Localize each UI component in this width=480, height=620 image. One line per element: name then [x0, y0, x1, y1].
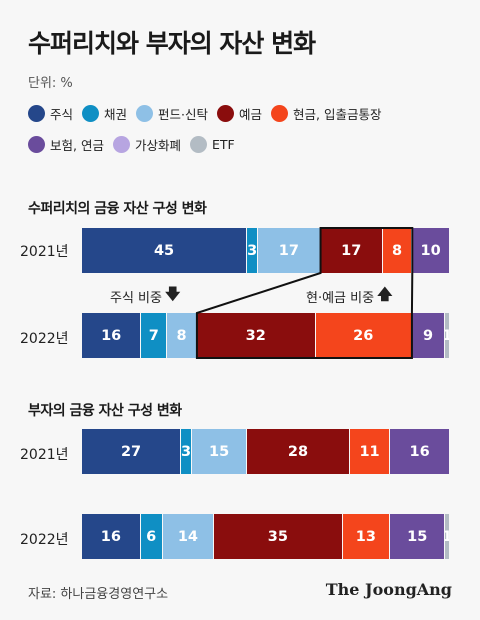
annotation-stock-text: 주식 비중: [110, 291, 162, 306]
legend-swatch: [271, 104, 289, 122]
legend-swatch: [112, 135, 130, 153]
legend-swatch: [189, 135, 207, 153]
legend-swatch: [28, 135, 45, 153]
bar-segment: 8: [382, 228, 413, 273]
legend-swatch: [136, 104, 154, 122]
bar-segment: 16: [82, 313, 142, 358]
legend-label: 채권: [104, 106, 128, 122]
bar-segment: 1: [445, 514, 449, 559]
legend-item-etf: ETF: [189, 135, 235, 153]
legend-label: 현금, 입출금통장: [293, 106, 382, 122]
bar-segment: 11: [349, 429, 391, 474]
bar-segment: 1: [445, 313, 449, 358]
arrow-up-icon: 🡅: [377, 285, 393, 303]
bar-segment: 15: [192, 429, 248, 474]
row-label-rich-2022: 2022년: [20, 532, 69, 548]
row-label-superrich-2022: 2022년: [20, 331, 69, 347]
legend: 주식 채권 펀드·신탁 예금 현금, 입출금통장 보험, 연금 가상화폐 ETF: [28, 102, 458, 164]
legend-label: 보험, 연금: [50, 137, 104, 153]
annotation-stock-share: 주식 비중 🡇: [110, 284, 180, 309]
bar-segment: 16: [82, 514, 141, 559]
legend-item-bond: 채권: [82, 104, 127, 123]
bar-segment: 13: [342, 514, 391, 559]
legend-label: 예금: [239, 106, 263, 122]
legend-label: 주식: [50, 106, 74, 122]
bar-segment: 17: [320, 228, 383, 273]
stacked-bar-rich-2022: 166143513151: [82, 514, 449, 559]
stacked-bar-superrich-2022: 1678322691: [82, 313, 449, 358]
bar-segment: 8: [167, 313, 197, 358]
bar-segment: 6: [140, 514, 163, 559]
legend-row-1: 주식 채권 펀드·신탁 예금 현금, 입출금통장: [28, 102, 458, 124]
section-title-rich: 부자의 금융 자산 구성 변화: [28, 403, 182, 419]
section-title-superrich: 수퍼리치의 금융 자산 구성 변화: [28, 201, 207, 217]
bar-segment: 32: [196, 313, 316, 358]
brand-logo: The JoongAng: [325, 580, 452, 599]
legend-item-cash: 현금, 입출금통장: [271, 104, 381, 123]
bar-segment: 27: [82, 429, 182, 474]
legend-swatch: [217, 104, 235, 122]
bar-segment: 26: [315, 313, 412, 358]
bar-segment: 45: [82, 228, 248, 273]
bar-segment: 35: [214, 514, 343, 559]
source-note: 자료: 하나금융경영연구소: [28, 587, 169, 602]
legend-swatch: [28, 104, 45, 122]
chart-title: 수퍼리치와 부자의 자산 변화: [28, 29, 316, 58]
annotation-cash-share: 현·예금 비중 🡅: [306, 284, 393, 309]
stacked-bar-rich-2021: 27 3 15 28 11 16: [82, 429, 449, 474]
stacked-bar-superrich-2021: 45 3 17 17 8 10: [82, 228, 449, 273]
bar-segment: 9: [411, 313, 446, 358]
legend-label: 펀드·신탁: [158, 106, 209, 122]
arrow-down-icon: 🡇: [164, 285, 181, 303]
bar-segment: 28: [247, 429, 350, 474]
legend-row-2: 보험, 연금 가상화폐 ETF: [28, 133, 458, 155]
bar-segment: 15: [390, 514, 446, 559]
legend-item-deposit: 예금: [217, 104, 262, 123]
bar-segment: 3: [247, 228, 259, 273]
legend-label: 가상화폐: [134, 137, 181, 153]
unit-label: 단위: %: [28, 76, 73, 91]
annotation-cash-text: 현·예금 비중: [306, 291, 375, 306]
legend-item-stock: 주식: [28, 104, 73, 123]
legend-item-fund: 펀드·신탁: [136, 104, 208, 123]
row-label-superrich-2021: 2021년: [20, 244, 69, 260]
bar-segment: 17: [258, 228, 321, 273]
bar-segment: 3: [181, 429, 193, 474]
bar-segment: 16: [390, 429, 449, 474]
row-label-rich-2021: 2021년: [20, 447, 69, 463]
legend-swatch: [82, 104, 100, 122]
bar-segment: 10: [412, 228, 449, 273]
bar-segment: 7: [141, 313, 168, 358]
legend-item-insurance: 보험, 연금: [28, 135, 104, 154]
bar-segment: 14: [162, 514, 215, 559]
legend-item-crypto: 가상화폐: [112, 135, 181, 154]
legend-label: ETF: [211, 136, 235, 152]
